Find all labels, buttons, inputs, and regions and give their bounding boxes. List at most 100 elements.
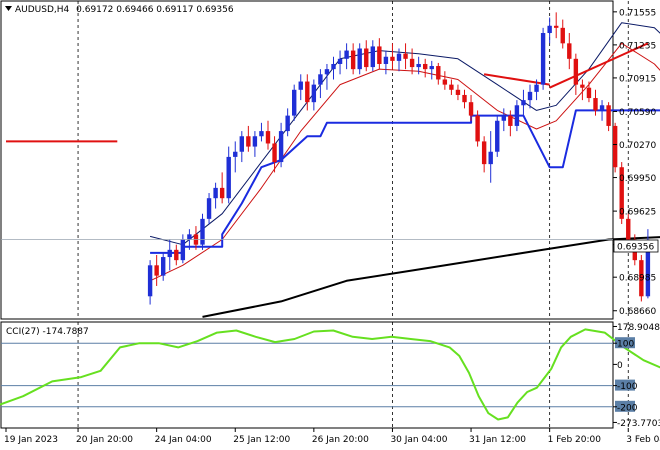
time-tick-label-8: 3 Feb 04:00 (626, 435, 660, 445)
candle-body-51 (481, 141, 487, 165)
price-tick-label-3: 0.70590 (619, 108, 656, 118)
candle-body-25 (311, 84, 317, 103)
candle-body-27 (324, 69, 330, 75)
candle-body-50 (475, 115, 480, 142)
candle-body-64 (567, 43, 572, 59)
candle-body-59 (534, 84, 539, 92)
price-tick-label-9: 0.68660 (619, 307, 656, 317)
time-tick-label-0: 19 Jan 2023 (4, 435, 58, 445)
candle-body-2 (161, 257, 166, 276)
symbol-dropdown-icon[interactable] (5, 6, 12, 11)
candle-body-15 (246, 136, 251, 147)
cci-tick-label-0: 178.9048 (617, 323, 660, 333)
candle-body-41 (416, 63, 421, 68)
candle-body-37 (390, 56, 395, 61)
candle-body-5 (180, 239, 186, 261)
cci-tick-label-1: 100 (617, 340, 634, 350)
candle-body-8 (200, 218, 205, 245)
candle-body-17 (259, 131, 264, 137)
candle-body-10 (213, 187, 218, 199)
candle-body-29 (337, 58, 343, 64)
candle-body-20 (278, 131, 284, 163)
candle-body-65 (573, 58, 579, 85)
price-tick-label-6: 0.69625 (619, 208, 656, 218)
price-plot (1, 12, 660, 318)
ma-long-line (202, 236, 660, 318)
indicator-panel-frame (0, 321, 614, 429)
candle-body-13 (233, 151, 238, 157)
cci-level-badge-3 (615, 379, 635, 391)
candle-body-53 (495, 120, 500, 152)
time-tick-label-3: 25 Jan 12:00 (233, 435, 290, 445)
cci-plot (0, 328, 660, 421)
time-tick-label-6: 31 Jan 12:00 (469, 435, 526, 445)
axes: 0.71555 0.71235 0.70915 0.70590 0.70270 0.699… (4, 8, 660, 445)
time-tick-label-1: 20 Jan 20:00 (76, 435, 133, 445)
resistance-step-segment-1 (483, 73, 550, 86)
candle-body-54 (501, 115, 506, 121)
candle-body-47 (455, 89, 461, 95)
candle-body-12 (226, 156, 231, 199)
price-tick-label-5: 0.69950 (619, 174, 656, 184)
cci-level-badge-4 (615, 400, 635, 412)
candle-body-30 (344, 50, 349, 59)
vertical-marker-lines (77, 1, 629, 428)
candle-body-56 (514, 105, 520, 126)
price-tick-label-8: 0.68985 (619, 274, 656, 284)
candle-body-43 (429, 66, 434, 70)
candle-body-11 (219, 187, 225, 199)
candle-body-55 (508, 115, 513, 126)
candle-body-23 (298, 81, 303, 90)
candle-body-67 (586, 87, 592, 99)
time-tick-label-2: 24 Jan 04:00 (155, 435, 212, 445)
time-tick-label-4: 26 Jan 20:00 (312, 435, 369, 445)
candle-body-21 (285, 115, 290, 132)
price-tick-label-4: 0.70270 (619, 141, 656, 151)
candle-body-22 (292, 89, 297, 116)
candle-body-33 (364, 48, 369, 68)
ma-slow-line (149, 22, 660, 246)
current-price-box (613, 239, 659, 253)
candle-body-57 (521, 100, 526, 106)
candle-body-70 (606, 105, 611, 126)
candle-body-3 (167, 249, 172, 258)
candle-body-76 (645, 239, 651, 297)
candle-body-62 (554, 25, 559, 28)
ma-fast-line (149, 42, 660, 282)
time-tick-label-5: 30 Jan 04:00 (390, 435, 447, 445)
candle-body-73 (626, 218, 631, 240)
candle-body-71 (612, 125, 618, 168)
cci-tick-label-2: 0 (617, 361, 623, 371)
support-step-line (150, 109, 660, 254)
candle-body-46 (449, 84, 454, 90)
price-tick-label-0: 0.71555 (619, 8, 656, 18)
candle-body-40 (409, 58, 415, 68)
candle-body-63 (560, 27, 565, 44)
candle-body-14 (239, 136, 244, 152)
candle-body-75 (639, 260, 644, 297)
candle-body-19 (272, 143, 277, 163)
candle-body-66 (580, 84, 585, 88)
candle-body-44 (436, 66, 441, 80)
candle-body-52 (488, 151, 493, 165)
candle-body-58 (527, 91, 533, 101)
candle-body-6 (187, 234, 192, 240)
candle-body-31 (350, 50, 356, 70)
candle-body-61 (547, 25, 552, 34)
candle-body-35 (377, 46, 382, 64)
candle-body-48 (462, 94, 467, 103)
price-tick-label-1: 0.71235 (619, 41, 656, 51)
candle-body-4 (174, 249, 179, 261)
candle-body-49 (468, 102, 474, 116)
header-symbol: AUDUSD,H4 (15, 5, 70, 15)
candle-body-28 (331, 63, 336, 70)
candle-body-26 (318, 74, 323, 85)
header-ohlc: 0.69172 0.69466 0.69117 0.69356 (76, 5, 234, 15)
cci-line (0, 328, 660, 421)
price-tick-label-2: 0.70915 (619, 74, 656, 84)
cci-tick-label-3: -100 (617, 382, 638, 392)
candle-body-38 (396, 53, 402, 61)
candle-body-39 (403, 53, 408, 59)
